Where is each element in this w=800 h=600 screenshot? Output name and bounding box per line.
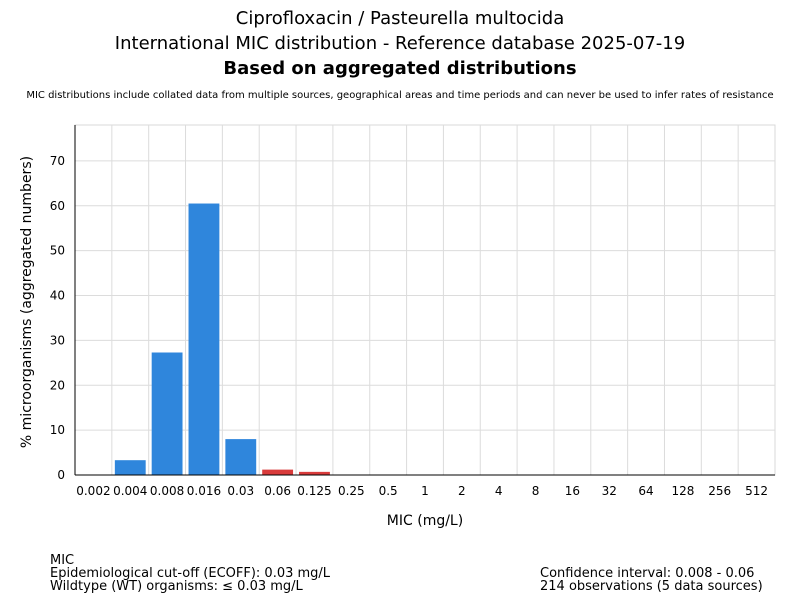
x-axis-title: MIC (mg/L) <box>387 513 463 529</box>
x-tick-label: 0.03 <box>227 484 254 498</box>
bar-0.125 <box>299 471 330 475</box>
footer-wildtype: Wildtype (WT) organisms: ≤ 0.03 mg/L <box>50 579 303 594</box>
y-tick-label: 0 <box>57 468 65 482</box>
x-tick-label: 512 <box>745 484 768 498</box>
footer-observations: 214 observations (5 data sources) <box>540 579 763 594</box>
bar-0.016 <box>188 203 220 475</box>
chart-title-line3: Based on aggregated distributions <box>223 58 577 79</box>
y-tick-label: 30 <box>50 333 65 347</box>
y-tick-label: 20 <box>50 378 65 392</box>
x-tick-label: 4 <box>495 484 503 498</box>
x-tick-label: 32 <box>602 484 617 498</box>
x-tick-label: 1 <box>421 484 429 498</box>
footer-confidence-interval: Confidence interval: 0.008 - 0.06 <box>540 566 755 581</box>
chart-title-line2: International MIC distribution - Referen… <box>114 33 686 54</box>
y-tick-label: 40 <box>50 289 65 303</box>
x-tick-label: 0.25 <box>338 484 365 498</box>
chart-subtitle: MIC distributions include collated data … <box>26 90 774 101</box>
x-tick-label: 0.125 <box>297 484 331 498</box>
chart-title-line1: Ciprofloxacin / Pasteurella multocida <box>235 8 565 29</box>
x-tick-label: 0.008 <box>150 484 184 498</box>
x-tick-label: 0.002 <box>76 484 110 498</box>
y-tick-label: 50 <box>50 244 65 258</box>
x-tick-label: 8 <box>532 484 540 498</box>
footer-mic-label: MIC <box>50 553 75 568</box>
x-tick-label: 16 <box>565 484 580 498</box>
y-tick-label: 70 <box>50 154 65 168</box>
x-tick-label: 64 <box>638 484 653 498</box>
x-tick-label: 0.004 <box>113 484 147 498</box>
y-axis-title: % microorganisms (aggregated numbers) <box>19 156 35 448</box>
bar-0.06 <box>262 469 294 475</box>
bar-0.008 <box>151 352 183 475</box>
bar-0.004 <box>114 460 146 475</box>
x-tick-label: 2 <box>458 484 466 498</box>
bar-0.03 <box>225 439 257 475</box>
x-tick-label: 0.06 <box>264 484 291 498</box>
x-tick-label: 256 <box>708 484 731 498</box>
footer-ecoff: Epidemiological cut-off (ECOFF): 0.03 mg… <box>50 566 331 581</box>
x-tick-label: 128 <box>671 484 694 498</box>
y-tick-label: 10 <box>50 423 65 437</box>
x-tick-label: 0.5 <box>379 484 398 498</box>
y-tick-label: 60 <box>50 199 65 213</box>
x-tick-label: 0.016 <box>187 484 221 498</box>
